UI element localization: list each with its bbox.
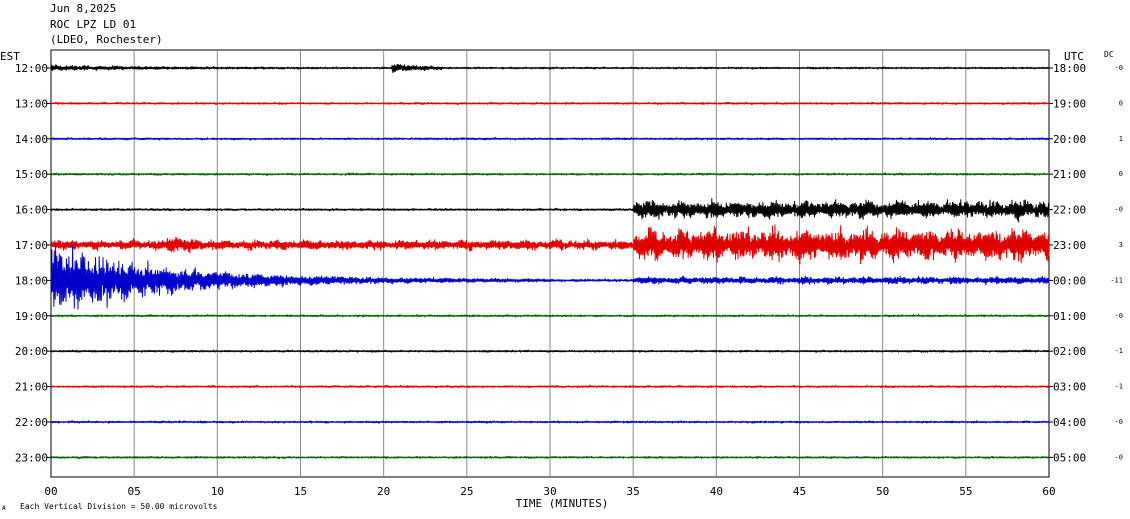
dc-offset-label: -11 [1110, 276, 1123, 284]
x-tick-label: 60 [1042, 485, 1055, 498]
est-time-label: 13:00 [15, 97, 48, 110]
seismic-trace [50, 63, 1050, 73]
x-tick-label: 55 [959, 485, 972, 498]
utc-time-label: 22:00 [1053, 204, 1086, 217]
dc-offset-label: -0 [1115, 418, 1123, 426]
x-tick-label: 20 [377, 485, 390, 498]
corner-mark: A [2, 505, 6, 512]
scale-note: Each Vertical Division = 50.00 microvolt… [20, 502, 218, 511]
dc-axis-label: DC [1104, 50, 1114, 59]
utc-time-label: 19:00 [1053, 97, 1086, 110]
dc-offset-label: 0 [1119, 99, 1123, 107]
utc-time-label: 04:00 [1053, 416, 1086, 429]
header-station: ROC LPZ LD 01 [50, 18, 137, 31]
est-time-label: 16:00 [15, 204, 48, 217]
est-time-label: 21:00 [15, 381, 48, 394]
x-tick-label: 15 [294, 485, 307, 498]
est-time-label: 17:00 [15, 239, 48, 252]
utc-time-label: 02:00 [1053, 345, 1086, 358]
utc-time-label: 01:00 [1053, 310, 1086, 323]
seismic-trace [50, 137, 1050, 141]
seismic-trace [50, 244, 1050, 310]
est-time-label: 18:00 [15, 274, 48, 287]
est-time-label: 15:00 [15, 168, 48, 181]
x-axis-title: TIME (MINUTES) [516, 497, 609, 510]
header-date: Jun 8,2025 [50, 2, 117, 15]
utc-time-label: 00:00 [1053, 274, 1086, 287]
utc-time-label: 21:00 [1053, 168, 1086, 181]
dc-offset-label: -0 [1115, 312, 1123, 320]
dc-offset-label: -1 [1115, 347, 1123, 355]
utc-time-label: 23:00 [1053, 239, 1086, 252]
seismic-trace [50, 349, 1050, 353]
seismic-trace [50, 172, 1050, 176]
est-time-label: 23:00 [15, 451, 48, 464]
dc-offset-label: 0 [1119, 170, 1123, 178]
utc-time-label: 20:00 [1053, 133, 1086, 146]
seismic-trace [50, 420, 1050, 424]
x-tick-label: 00 [44, 485, 57, 498]
est-time-label: 12:00 [15, 62, 48, 75]
dc-offset-label: -0 [1115, 453, 1123, 461]
utc-time-label: 18:00 [1053, 62, 1086, 75]
dc-offset-label: -0 [1115, 206, 1123, 214]
dc-offset-label: -1 [1115, 383, 1123, 391]
seismic-trace [50, 455, 1050, 460]
seismic-trace [50, 198, 1050, 223]
seismic-trace [50, 384, 1050, 389]
dc-offset-label: 3 [1119, 241, 1123, 249]
seismic-trace [50, 224, 1050, 265]
x-tick-label: 45 [793, 485, 806, 498]
utc-time-label: 05:00 [1053, 451, 1086, 464]
est-time-label: 20:00 [15, 345, 48, 358]
x-tick-label: 50 [876, 485, 889, 498]
est-axis-label: EST [0, 50, 20, 63]
est-time-label: 14:00 [15, 133, 48, 146]
header-network: (LDEO, Rochester) [50, 33, 163, 46]
x-tick-label: 40 [710, 485, 723, 498]
est-time-label: 22:00 [15, 416, 48, 429]
x-tick-label: 05 [128, 485, 141, 498]
est-time-label: 19:00 [15, 310, 48, 323]
utc-axis-label: UTC [1064, 50, 1084, 63]
x-tick-label: 25 [460, 485, 473, 498]
x-tick-label: 35 [627, 485, 640, 498]
x-tick-label: 30 [543, 485, 556, 498]
seismic-trace [50, 313, 1050, 318]
utc-time-label: 03:00 [1053, 381, 1086, 394]
x-tick-label: 10 [211, 485, 224, 498]
dc-offset-label: 1 [1119, 135, 1123, 143]
dc-offset-label: -0 [1115, 64, 1123, 72]
seismic-trace [50, 101, 1050, 106]
